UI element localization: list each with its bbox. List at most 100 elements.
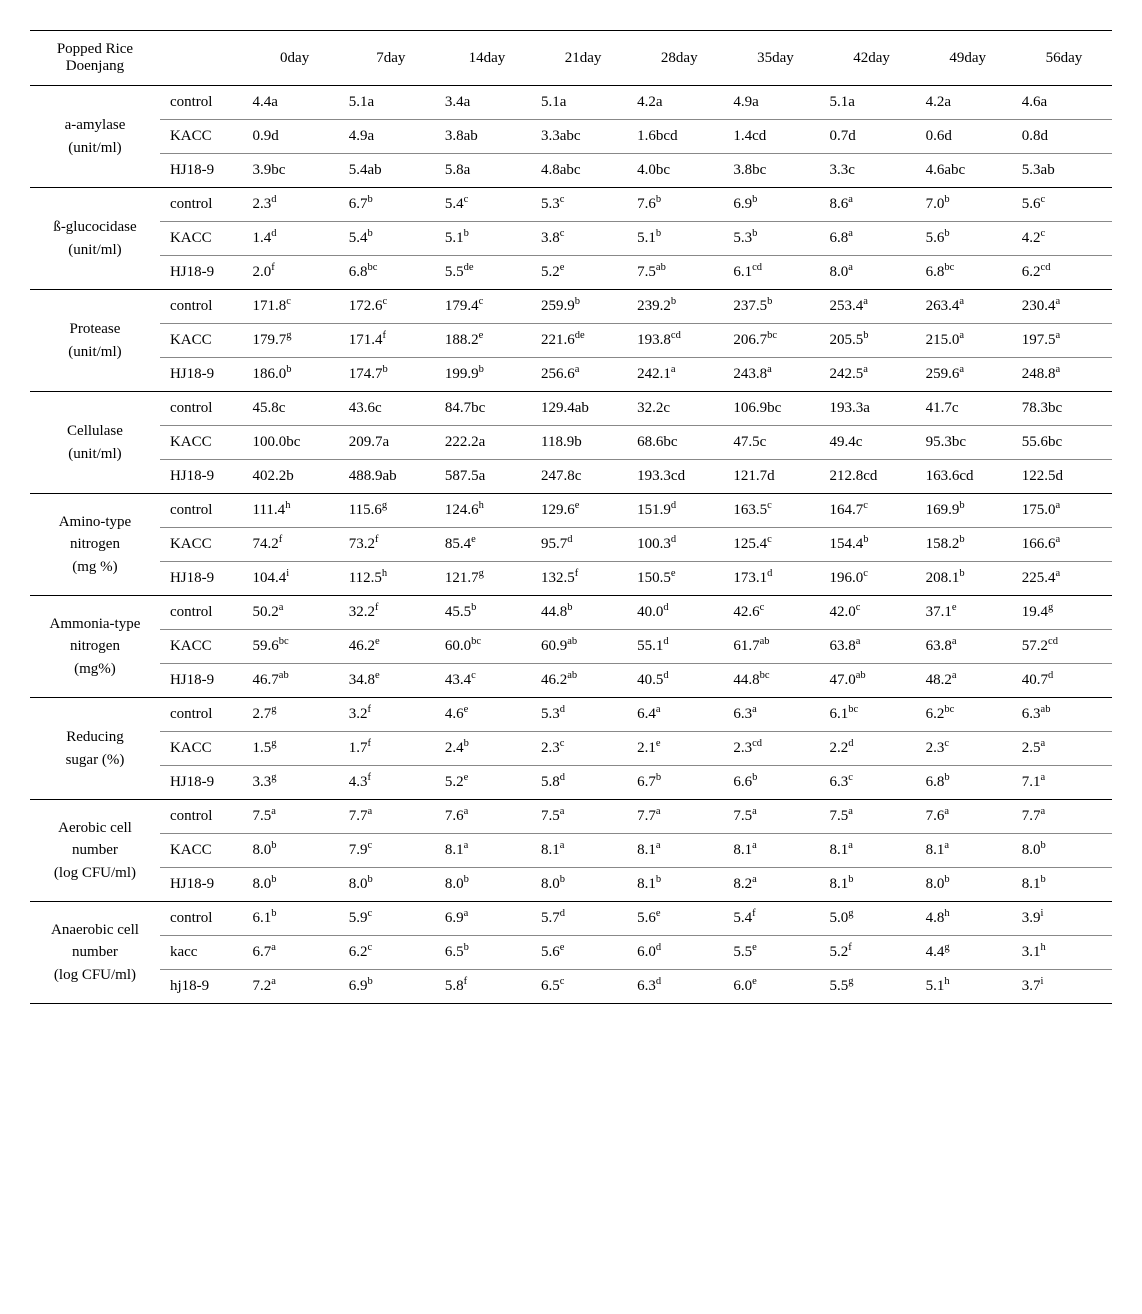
value-cell: 100.3d xyxy=(631,528,727,562)
value-cell: 8.1a xyxy=(631,834,727,868)
value-cell: 5.8d xyxy=(535,766,631,800)
value-cell: 2.3d xyxy=(247,188,343,222)
table-row: HJ18-98.0b8.0b8.0b8.0b8.1b8.2a8.1b8.0b8.… xyxy=(30,868,1112,902)
value-cell: 6.0e xyxy=(727,970,823,1004)
value-cell: 193.8cd xyxy=(631,324,727,358)
value-cell: 5.2f xyxy=(823,936,919,970)
value-cell: 132.5f xyxy=(535,562,631,596)
corner-header: Popped RiceDoenjang xyxy=(30,31,160,86)
value-cell: 68.6bc xyxy=(631,426,727,460)
value-cell: 8.1a xyxy=(535,834,631,868)
value-cell: 5.1h xyxy=(920,970,1016,1004)
value-cell: 256.6a xyxy=(535,358,631,392)
row-group-header: Protease(unit/ml) xyxy=(30,290,160,392)
value-cell: 3.9bc xyxy=(247,154,343,188)
value-cell: 7.7a xyxy=(343,800,439,834)
value-cell: 196.0c xyxy=(823,562,919,596)
value-cell: 2.1e xyxy=(631,732,727,766)
value-cell: 225.4a xyxy=(1016,562,1112,596)
value-cell: 42.6c xyxy=(727,596,823,630)
table-row: hj18-97.2a6.9b5.8f6.5c6.3d6.0e5.5g5.1h3.… xyxy=(30,970,1112,1004)
value-cell: 587.5a xyxy=(439,460,535,494)
treatment-header xyxy=(160,31,247,86)
value-cell: 222.2a xyxy=(439,426,535,460)
value-cell: 5.3d xyxy=(535,698,631,732)
value-cell: 7.2a xyxy=(247,970,343,1004)
value-cell: 6.1b xyxy=(247,902,343,936)
value-cell: 248.8a xyxy=(1016,358,1112,392)
value-cell: 5.6e xyxy=(631,902,727,936)
value-cell: 5.6c xyxy=(1016,188,1112,222)
value-cell: 8.1b xyxy=(631,868,727,902)
value-cell: 175.0a xyxy=(1016,494,1112,528)
value-cell: 124.6h xyxy=(439,494,535,528)
value-cell: 6.8b xyxy=(920,766,1016,800)
value-cell: 63.8a xyxy=(823,630,919,664)
value-cell: 4.6e xyxy=(439,698,535,732)
treatment-cell: control xyxy=(160,188,247,222)
value-cell: 8.0b xyxy=(920,868,1016,902)
value-cell: 4.3f xyxy=(343,766,439,800)
value-cell: 163.5c xyxy=(727,494,823,528)
value-cell: 2.2d xyxy=(823,732,919,766)
value-cell: 5.1a xyxy=(343,86,439,120)
value-cell: 2.3c xyxy=(535,732,631,766)
value-cell: 239.2b xyxy=(631,290,727,324)
value-cell: 0.6d xyxy=(920,120,1016,154)
value-cell: 5.5de xyxy=(439,256,535,290)
value-cell: 4.4g xyxy=(920,936,1016,970)
value-cell: 4.2c xyxy=(1016,222,1112,256)
row-group-header: Ammonia-typenitrogen(mg%) xyxy=(30,596,160,698)
treatment-cell: HJ18-9 xyxy=(160,460,247,494)
value-cell: 32.2f xyxy=(343,596,439,630)
table-row: KACC1.5g1.7f2.4b2.3c2.1e2.3cd2.2d2.3c2.5… xyxy=(30,732,1112,766)
value-cell: 164.7c xyxy=(823,494,919,528)
value-cell: 7.6a xyxy=(920,800,1016,834)
value-cell: 6.7b xyxy=(631,766,727,800)
value-cell: 263.4a xyxy=(920,290,1016,324)
value-cell: 247.8c xyxy=(535,460,631,494)
value-cell: 46.2e xyxy=(343,630,439,664)
treatment-cell: control xyxy=(160,902,247,936)
value-cell: 5.5e xyxy=(727,936,823,970)
value-cell: 4.0bc xyxy=(631,154,727,188)
value-cell: 188.2e xyxy=(439,324,535,358)
value-cell: 5.3ab xyxy=(1016,154,1112,188)
table-row: HJ18-93.9bc5.4ab5.8a4.8abc4.0bc3.8bc3.3c… xyxy=(30,154,1112,188)
value-cell: 46.7ab xyxy=(247,664,343,698)
row-group-header: Aerobic cellnumber(log CFU/ml) xyxy=(30,800,160,902)
value-cell: 125.4c xyxy=(727,528,823,562)
treatment-cell: KACC xyxy=(160,834,247,868)
value-cell: 106.9bc xyxy=(727,392,823,426)
value-cell: 242.1a xyxy=(631,358,727,392)
value-cell: 5.4b xyxy=(343,222,439,256)
value-cell: 1.5g xyxy=(247,732,343,766)
table-row: KACC100.0bc209.7a222.2a118.9b68.6bc47.5c… xyxy=(30,426,1112,460)
value-cell: 60.9ab xyxy=(535,630,631,664)
value-cell: 121.7g xyxy=(439,562,535,596)
table-row: Anaerobic cellnumber(log CFU/ml)control6… xyxy=(30,902,1112,936)
value-cell: 4.9a xyxy=(343,120,439,154)
value-cell: 230.4a xyxy=(1016,290,1112,324)
value-cell: 44.8b xyxy=(535,596,631,630)
value-cell: 5.1b xyxy=(439,222,535,256)
value-cell: 8.0b xyxy=(535,868,631,902)
value-cell: 111.4h xyxy=(247,494,343,528)
value-cell: 41.7c xyxy=(920,392,1016,426)
value-cell: 6.9b xyxy=(343,970,439,1004)
row-group-header: Amino-typenitrogen(mg %) xyxy=(30,494,160,596)
value-cell: 8.0b xyxy=(439,868,535,902)
value-cell: 193.3cd xyxy=(631,460,727,494)
value-cell: 197.5a xyxy=(1016,324,1112,358)
value-cell: 237.5b xyxy=(727,290,823,324)
value-cell: 3.4a xyxy=(439,86,535,120)
value-cell: 6.4a xyxy=(631,698,727,732)
value-cell: 7.0b xyxy=(920,188,1016,222)
table-row: Amino-typenitrogen(mg %)control111.4h115… xyxy=(30,494,1112,528)
column-header: 7day xyxy=(343,31,439,86)
table-row: Cellulase(unit/ml)control45.8c43.6c84.7b… xyxy=(30,392,1112,426)
value-cell: 179.7g xyxy=(247,324,343,358)
table-row: HJ18-9186.0b174.7b199.9b256.6a242.1a243.… xyxy=(30,358,1112,392)
value-cell: 193.3a xyxy=(823,392,919,426)
table-row: KACC59.6bc46.2e60.0bc60.9ab55.1d61.7ab63… xyxy=(30,630,1112,664)
